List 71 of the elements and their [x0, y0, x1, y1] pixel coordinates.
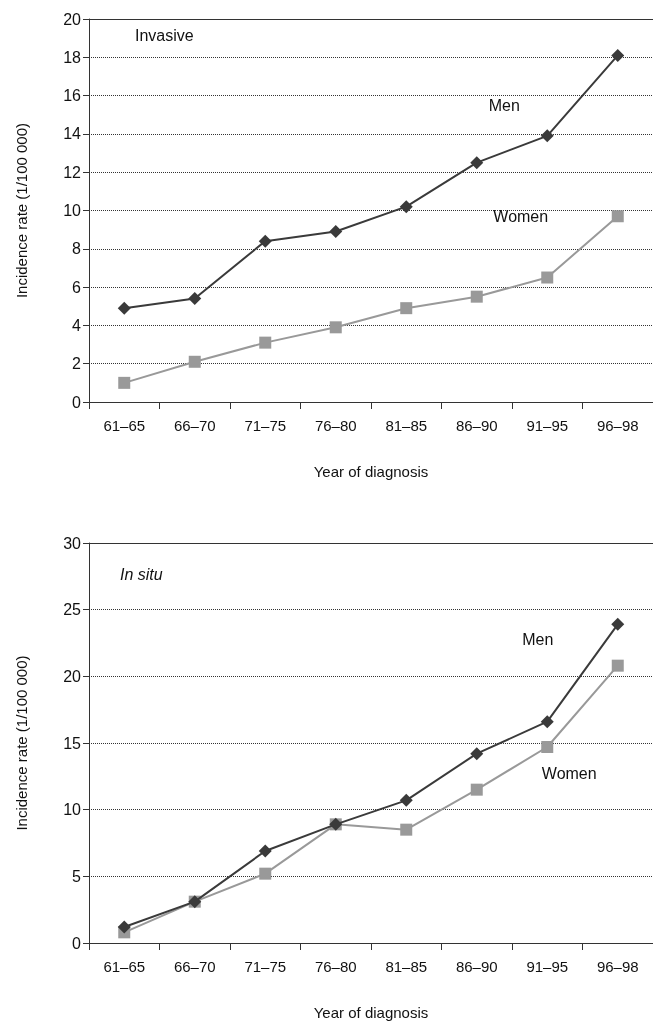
point — [400, 823, 413, 836]
text: Men — [522, 630, 554, 648]
point — [540, 715, 554, 729]
point — [470, 290, 483, 303]
point — [611, 659, 624, 672]
y-tick-label: 10 — [63, 202, 82, 219]
x-tick-label: 86–90 — [455, 958, 498, 975]
y-tick-label: 15 — [63, 734, 82, 752]
text: Women — [493, 207, 549, 225]
x-axis-title: Year of diagnosis — [313, 463, 429, 480]
point — [258, 844, 272, 858]
x-tick-label: 96–98 — [596, 958, 639, 975]
y-tick-label: 10 — [63, 801, 82, 819]
x-tick-label: 86–90 — [455, 417, 498, 434]
x-tick-label: 71–75 — [244, 958, 287, 975]
x-tick-label: 66–70 — [173, 958, 216, 975]
point — [259, 867, 272, 880]
point — [259, 336, 272, 349]
point — [329, 225, 343, 239]
chart-title: Invasive — [135, 26, 194, 44]
y-tick-label: 20 — [63, 667, 82, 685]
series-label: Women — [541, 764, 597, 782]
point — [400, 302, 413, 315]
x-tick-label: 91–95 — [526, 958, 569, 975]
x-tick-label: 61–65 — [103, 417, 146, 434]
y-axis-title: Incidence rate (1/100 000) — [13, 655, 30, 831]
point — [470, 783, 483, 796]
x-tick-label: 91–95 — [526, 417, 569, 434]
x-tick-label: 81–85 — [385, 417, 428, 434]
point — [541, 271, 554, 284]
point — [399, 200, 413, 214]
x-tick-label: 71–75 — [244, 417, 287, 434]
y-tick-label: 16 — [63, 87, 82, 105]
point — [611, 48, 625, 62]
point — [611, 210, 624, 223]
y-tick-label: 4 — [72, 316, 82, 334]
point — [188, 292, 202, 306]
x-tick-label: 76–80 — [314, 417, 357, 434]
y-tick-label: 30 — [63, 534, 82, 552]
y-tick-label: 6 — [72, 278, 82, 296]
y-tick-label: 8 — [72, 240, 82, 258]
point — [540, 129, 554, 143]
point — [188, 355, 201, 368]
y-tick-label: 18 — [63, 48, 82, 66]
point — [611, 617, 625, 631]
y-tick-label: 12 — [63, 163, 82, 181]
x-tick-label: 81–85 — [385, 958, 428, 975]
point — [399, 793, 413, 807]
x-tick-label: 66–70 — [173, 417, 216, 434]
point — [117, 920, 131, 934]
point — [329, 321, 342, 334]
point — [117, 301, 131, 315]
y-tick-label: 0 — [72, 393, 82, 411]
point — [470, 156, 484, 170]
x-axis-title: Year of diagnosis — [313, 1004, 429, 1021]
y-tick-label: 5 — [72, 867, 82, 885]
y-axis-title: Incidence rate (1/100 000) — [13, 122, 30, 299]
x-tick-label: 76–80 — [314, 958, 357, 975]
series-label: Men — [488, 97, 520, 115]
y-tick-label: 2 — [72, 355, 82, 373]
x-tick-label: 61–65 — [103, 958, 146, 975]
point — [258, 234, 272, 248]
point — [470, 747, 484, 761]
point — [541, 741, 554, 753]
y-tick-label: 14 — [63, 125, 82, 143]
y-tick-label: 25 — [63, 601, 82, 619]
y-tick-label: 20 — [63, 10, 82, 28]
text: In situ — [120, 565, 163, 583]
point — [118, 376, 131, 389]
x-tick-label: 96–98 — [596, 417, 639, 434]
y-tick-label: 0 — [72, 934, 82, 952]
